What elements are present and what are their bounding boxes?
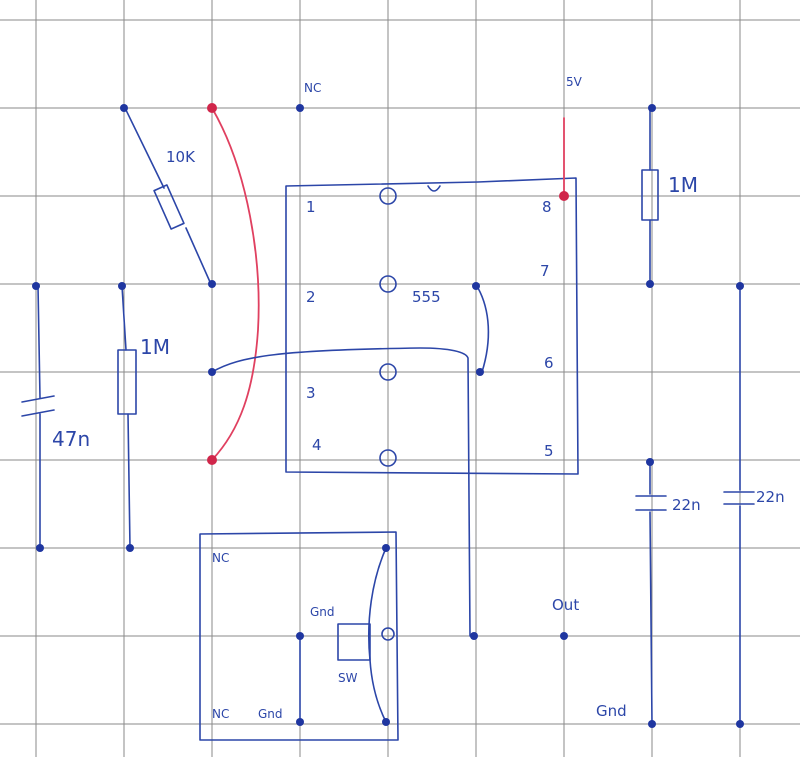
dot [736,720,744,728]
resistor-left-leads [121,285,131,549]
capacitor-22n-mid-label: 22n [672,496,701,514]
resistor-10k-label: 10K [166,148,196,166]
pin-label-2: 2 [306,288,316,306]
switch-wire-right [367,547,387,723]
ic-label: 555 [412,288,441,306]
dot [648,720,656,728]
resistor-10k-leads [125,109,211,283]
dot [736,282,744,290]
dot [646,458,654,466]
wire-pin3-to-out [211,347,471,637]
capacitor-47n-label: 47n [52,427,90,451]
capacitor-47n [21,285,55,549]
dot [296,718,304,726]
dot [470,632,478,640]
red-dot [207,103,217,113]
dot [126,544,134,552]
pin-hole-3 [379,363,397,381]
red-dot [559,191,569,201]
ic-notch [427,185,441,192]
capacitor-22n-right-label: 22n [756,488,785,506]
capacitor-22n-mid [635,461,667,725]
pin-label-8: 8 [542,198,552,216]
resistor-left-label: 1M [140,335,170,359]
contact-dots [32,103,744,728]
wire-threshold [477,287,490,373]
dot [36,544,44,552]
gnd-label-switch: Gnd [310,605,335,619]
dot [32,282,40,290]
supply-label: 5V [566,75,583,89]
switch-module-outline [199,531,399,741]
dot [472,282,480,290]
switch-label: SW [338,671,358,685]
pin-label-1: 1 [306,198,316,216]
dot [476,368,484,376]
nc-top-label: NC [304,81,321,95]
dot [648,104,656,112]
dot [382,718,390,726]
red-jumper-reset [211,107,260,461]
pin-hole-1 [379,187,397,205]
dot [382,544,390,552]
dot [646,280,654,288]
dot [296,632,304,640]
switch-nc-bottom: NC [212,707,229,721]
pin-label-6: 6 [544,354,554,372]
dot [120,104,128,112]
pin-label-3: 3 [306,384,316,402]
gnd-label-bottom: Gnd [596,702,627,720]
dot [208,280,216,288]
output-label: Out [552,596,579,614]
resistor-right-body [641,169,659,221]
pin-hole-2 [379,275,397,293]
switch-hole [381,627,395,641]
ic-555-outline [285,177,579,475]
pin-hole-4 [379,449,397,467]
switch-nc-top: NC [212,551,229,565]
pin-label-5: 5 [544,442,554,460]
switch-gnd: Gnd [258,707,283,721]
dot [560,632,568,640]
capacitor-22n-right [723,285,755,725]
dot [208,368,216,376]
dot [296,104,304,112]
red-dot [207,455,217,465]
pin-label-7: 7 [540,262,550,280]
pin-label-4: 4 [312,436,322,454]
dot [118,282,126,290]
resistor-left-body [117,349,137,415]
resistor-10k-body [153,184,185,230]
resistor-right-label: 1M [668,173,698,197]
switch-body [337,623,371,661]
